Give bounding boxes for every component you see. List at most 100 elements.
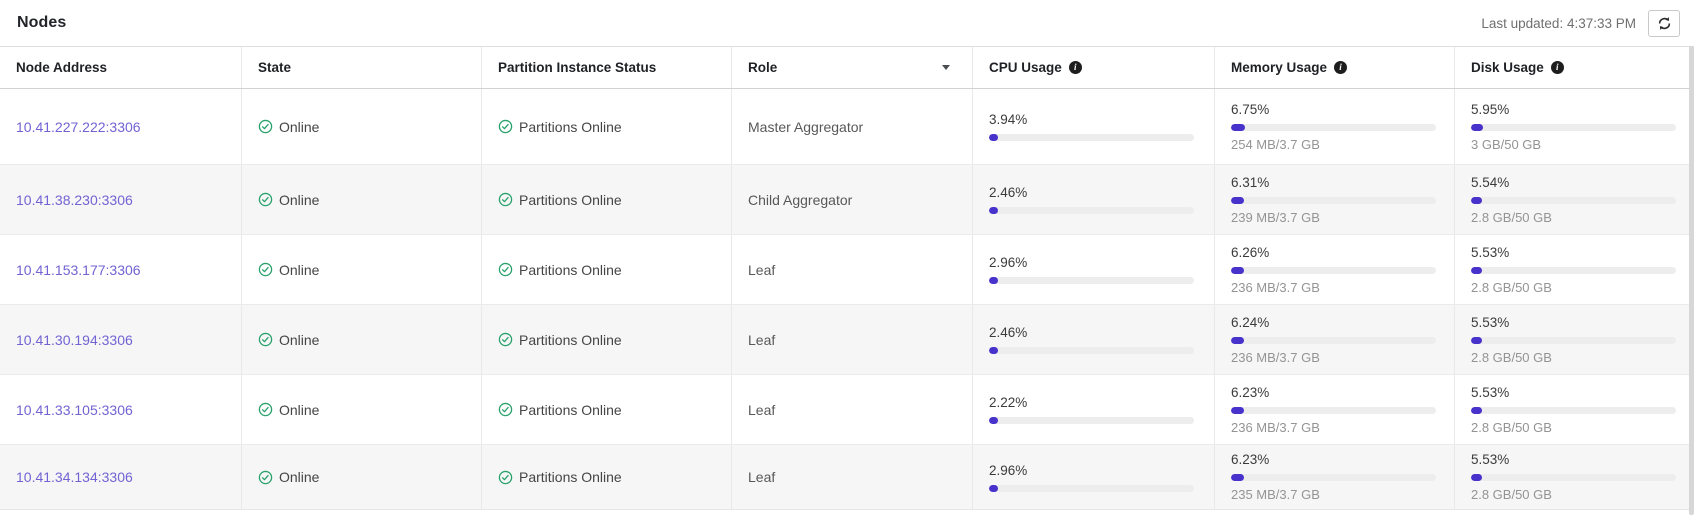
disk-usage-cell: 5.53% 2.8 GB/50 GB [1455, 445, 1694, 509]
memory-detail: 239 MB/3.7 GB [1231, 209, 1320, 225]
table-header-row: Node Address State Partition Instance St… [0, 46, 1694, 89]
disk-progress-bar [1471, 406, 1676, 414]
state-cell: Online [242, 375, 482, 444]
cpu-percent: 2.46% [989, 325, 1028, 340]
last-updated-text: Last updated: 4:37:33 PM [1481, 15, 1636, 31]
refresh-button[interactable] [1648, 9, 1680, 37]
memory-usage-cell: 6.24% 236 MB/3.7 GB [1215, 305, 1455, 374]
node-address-link[interactable]: 10.41.153.177:3306 [16, 261, 141, 278]
role-cell: Leaf [732, 235, 973, 304]
partition-status-label: Partitions Online [519, 118, 622, 135]
memory-detail: 236 MB/3.7 GB [1231, 419, 1320, 435]
cpu-progress-bar [989, 277, 1194, 284]
column-header-cpu-usage: CPU Usage i [973, 47, 1215, 88]
header-right-group: Last updated: 4:37:33 PM [1481, 9, 1686, 37]
state-label: Online [279, 401, 320, 418]
cpu-progress-fill [989, 347, 998, 354]
role-cell: Child Aggregator [732, 165, 973, 234]
table-row: 10.41.153.177:3306 Online Partitions Onl… [0, 235, 1694, 305]
role-label: Master Aggregator [748, 118, 864, 135]
check-circle-icon [498, 402, 513, 417]
disk-percent: 5.53% [1471, 244, 1510, 260]
disk-usage-cell: 5.53% 2.8 GB/50 GB [1455, 235, 1694, 304]
disk-progress-fill [1471, 266, 1482, 274]
disk-progress-bar [1471, 474, 1676, 481]
state-label: Online [279, 261, 320, 278]
disk-usage-cell: 5.54% 2.8 GB/50 GB [1455, 165, 1694, 234]
disk-percent: 5.95% [1471, 101, 1510, 117]
state-label: Online [279, 469, 320, 485]
cpu-progress-bar [989, 417, 1194, 424]
check-circle-icon [258, 402, 273, 417]
role-cell: Leaf [732, 445, 973, 509]
disk-progress-fill [1471, 196, 1482, 204]
cpu-progress-fill [989, 277, 998, 284]
state-cell: Online [242, 165, 482, 234]
node-address-link[interactable]: 10.41.38.230:3306 [16, 191, 133, 208]
memory-progress-bar [1231, 266, 1436, 274]
cpu-usage-cell: 2.96% [973, 235, 1215, 304]
role-label: Leaf [748, 469, 776, 485]
disk-usage-cell: 5.95% 3 GB/50 GB [1455, 89, 1694, 164]
column-label: Memory Usage [1231, 60, 1328, 75]
column-header-state: State [242, 47, 482, 88]
role-label: Child Aggregator [748, 191, 853, 208]
cpu-progress-fill [989, 484, 998, 492]
memory-progress-bar [1231, 406, 1436, 414]
partition-status-cell: Partitions Online [482, 165, 732, 234]
node-address-link[interactable]: 10.41.33.105:3306 [16, 401, 133, 418]
role-label: Leaf [748, 401, 776, 418]
memory-percent: 6.24% [1231, 314, 1270, 330]
node-address-link[interactable]: 10.41.227.222:3306 [16, 118, 141, 135]
info-icon[interactable]: i [1068, 61, 1082, 74]
partition-status-cell: Partitions Online [482, 235, 732, 304]
vertical-scrollbar[interactable] [1689, 46, 1694, 515]
check-circle-icon [498, 470, 513, 484]
disk-percent: 5.53% [1471, 314, 1510, 330]
sort-caret-down-icon[interactable] [942, 65, 950, 70]
node-address-link[interactable]: 10.41.30.194:3306 [16, 331, 133, 348]
check-circle-icon [258, 119, 273, 134]
check-circle-icon [258, 262, 273, 277]
state-cell: Online [242, 305, 482, 374]
memory-progress-bar [1231, 196, 1436, 204]
state-label: Online [279, 331, 320, 348]
table-row: 10.41.33.105:3306 Online Partitions Onli… [0, 375, 1694, 445]
partition-status-label: Partitions Online [519, 261, 622, 278]
memory-progress-fill [1231, 196, 1244, 204]
info-icon[interactable]: i [1550, 61, 1564, 74]
cpu-progress-bar [989, 134, 1194, 141]
check-circle-icon [498, 192, 513, 207]
check-circle-icon [258, 332, 273, 347]
disk-detail: 2.8 GB/50 GB [1471, 279, 1552, 295]
column-header-node-address: Node Address [0, 47, 242, 88]
memory-percent: 6.26% [1231, 244, 1270, 260]
column-label: CPU Usage [989, 60, 1062, 75]
state-cell: Online [242, 235, 482, 304]
node-address-cell: 10.41.33.105:3306 [0, 375, 242, 444]
partition-status-cell: Partitions Online [482, 305, 732, 374]
cpu-usage-cell: 2.46% [973, 165, 1215, 234]
memory-progress-fill [1231, 123, 1245, 131]
memory-detail: 254 MB/3.7 GB [1231, 136, 1320, 152]
cpu-usage-cell: 2.46% [973, 305, 1215, 374]
column-header-role[interactable]: Role [732, 47, 973, 88]
refresh-icon [1657, 16, 1672, 31]
table-body: 10.41.227.222:3306 Online Partitions Onl… [0, 89, 1694, 510]
memory-percent: 6.23% [1231, 452, 1270, 467]
partition-status-label: Partitions Online [519, 191, 622, 208]
partition-status-cell: Partitions Online [482, 445, 732, 509]
partition-status-label: Partitions Online [519, 401, 622, 418]
node-address-link[interactable]: 10.41.34.134:3306 [16, 469, 133, 485]
disk-usage-cell: 5.53% 2.8 GB/50 GB [1455, 375, 1694, 444]
state-cell: Online [242, 445, 482, 509]
info-icon[interactable]: i [1334, 61, 1348, 74]
disk-progress-fill [1471, 406, 1482, 414]
column-label: Node Address [16, 60, 108, 75]
cpu-percent: 2.96% [989, 255, 1028, 270]
disk-progress-bar [1471, 123, 1676, 131]
role-label: Leaf [748, 261, 776, 278]
cpu-usage-cell: 2.22% [973, 375, 1215, 444]
disk-detail: 3 GB/50 GB [1471, 136, 1542, 152]
node-address-cell: 10.41.34.134:3306 [0, 445, 242, 509]
